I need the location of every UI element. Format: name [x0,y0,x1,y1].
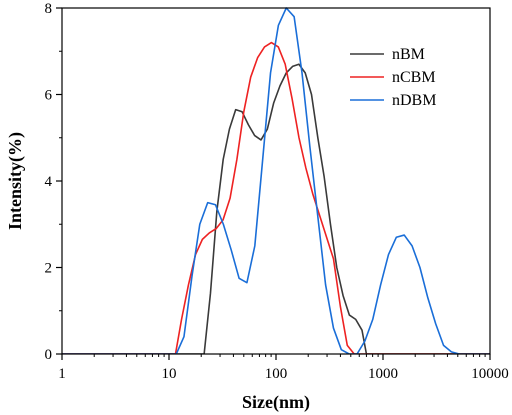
x-tick-label: 1000 [368,366,398,382]
legend-label-nDBM: nDBM [392,92,436,109]
plot-frame [61,7,491,355]
y-tick-label: 6 [45,88,53,104]
y-axis: 0 2 4 6 8 [45,1,62,363]
legend-label-nCBM: nCBM [392,69,436,86]
plot-lines [62,7,490,354]
x-tick-label: 10000 [471,366,509,382]
legend-label-nBM: nBM [392,46,425,63]
y-tick-label: 2 [45,261,53,277]
x-tick-label: 1 [58,366,66,382]
y-axis-title: Intensity(%) [5,132,26,230]
x-axis-title: Size(nm) [242,392,310,413]
x-tick-label: 10 [162,366,177,382]
legend: nBM nCBM nDBM [350,46,436,109]
series-line-nCBM [62,41,490,354]
x-tick-label: 100 [265,366,288,382]
y-tick-label: 0 [45,347,53,363]
series-line-nBM [62,63,490,354]
y-tick-label: 8 [45,1,53,17]
y-tick-label: 4 [45,174,53,190]
x-axis: 1 10 100 1000 10000 [58,354,509,382]
series-line-nDBM [62,7,490,354]
